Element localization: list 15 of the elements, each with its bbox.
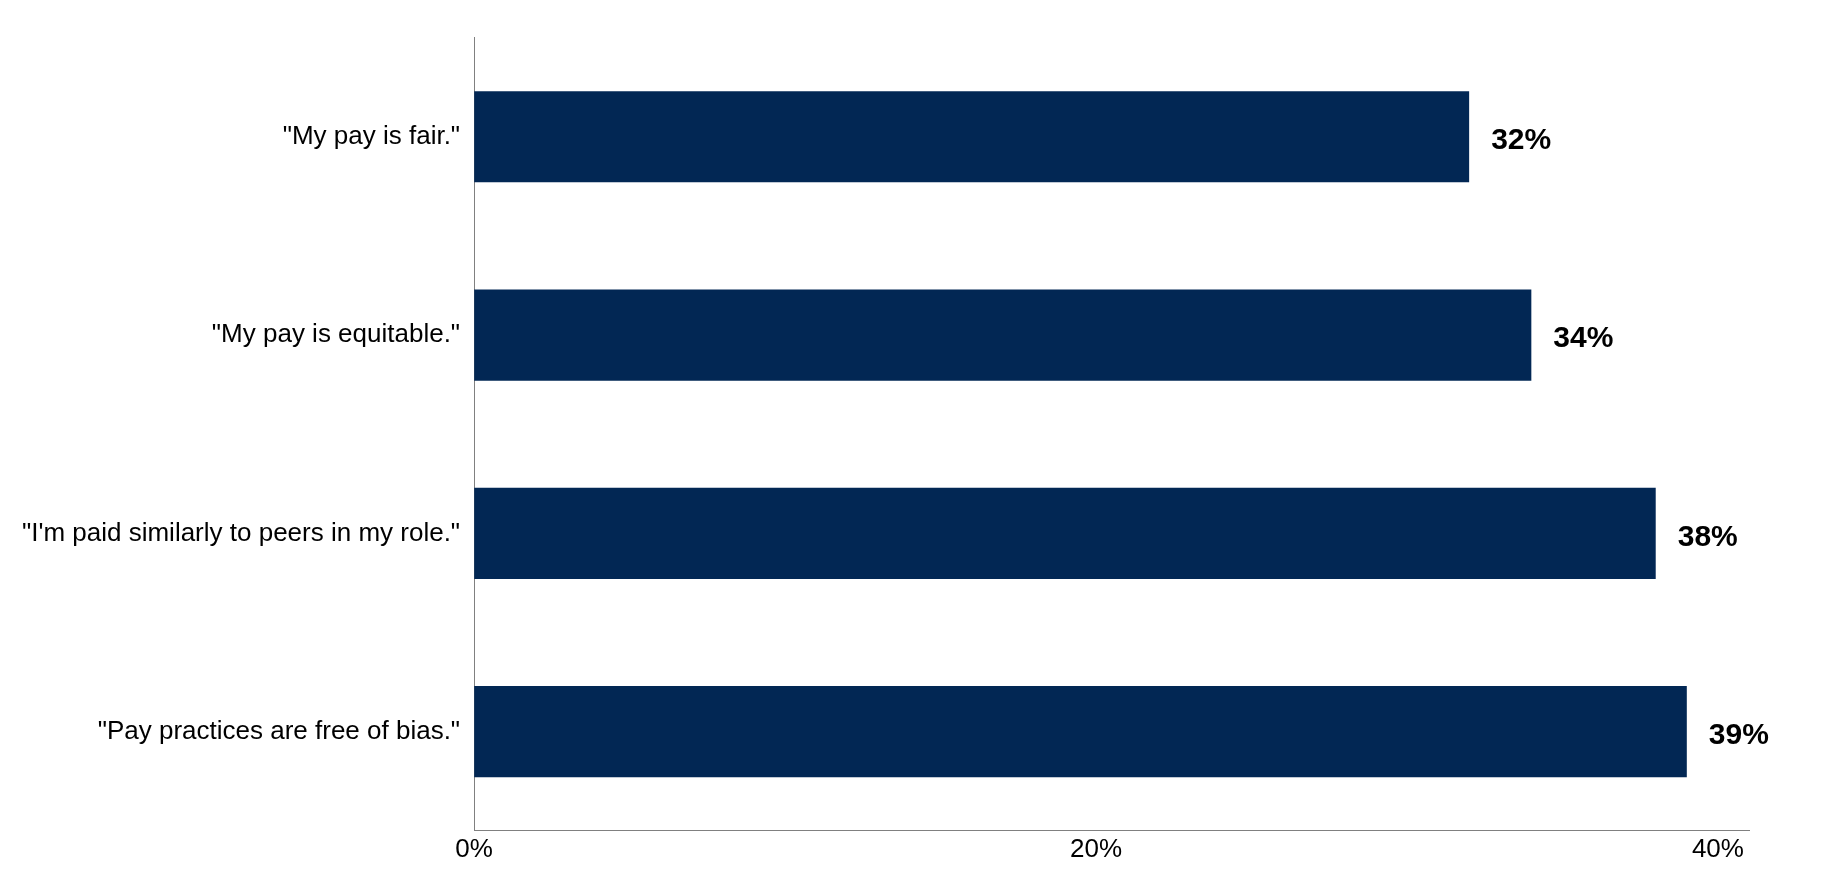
y-tick-label: "My pay is fair." xyxy=(282,119,461,150)
bar xyxy=(474,487,1656,579)
bar xyxy=(474,289,1532,381)
data-label: 32% xyxy=(1491,122,1552,156)
bar xyxy=(474,91,1470,183)
y-tick-label: "I'm paid similarly to peers in my role." xyxy=(21,516,461,547)
y-tick-label: "Pay practices are free of bias." xyxy=(97,714,461,745)
data-label: 39% xyxy=(1708,716,1769,750)
x-tick-label: 0% xyxy=(455,832,493,863)
data-label: 38% xyxy=(1677,518,1738,552)
x-tick-label: 20% xyxy=(1069,832,1123,863)
bar xyxy=(474,686,1687,778)
y-tick-label: "My pay is equitable." xyxy=(211,318,461,349)
data-label: 34% xyxy=(1553,320,1614,354)
x-tick-label: 40% xyxy=(1691,832,1744,863)
